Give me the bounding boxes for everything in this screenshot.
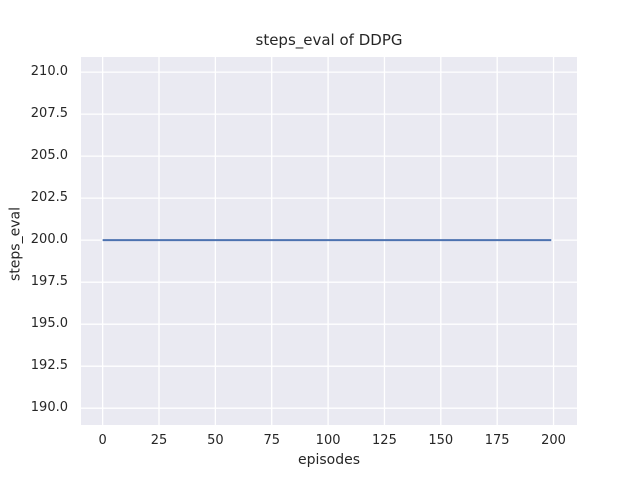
y-tick-label: 190.0 (30, 400, 68, 416)
x-tick-label: 100 (315, 433, 341, 448)
y-axis-ticks: 190.0 192.5 195.0 197.5 200.0 202.5 205.0 207.5… (0, 57, 68, 425)
x-tick-label: 25 (150, 433, 168, 448)
plot-canvas (81, 57, 577, 425)
x-tick-label: 200 (541, 433, 566, 448)
plot-area (81, 57, 577, 425)
x-tick-label: 150 (428, 433, 454, 448)
y-tick-label: 200.0 (30, 232, 68, 248)
chart-title: steps_eval of DDPG (255, 31, 403, 49)
y-tick-label: 195.0 (30, 316, 68, 332)
x-tick-label: 125 (372, 433, 397, 448)
y-tick-label: 197.5 (30, 274, 68, 290)
x-tick-label: 50 (207, 433, 224, 448)
y-tick-label: 192.5 (30, 358, 68, 374)
y-tick-label: 207.5 (30, 106, 68, 122)
y-tick-label: 210.0 (30, 64, 68, 80)
x-tick-label: 0 (98, 433, 107, 448)
y-tick-label: 205.0 (30, 148, 68, 164)
x-axis-label: episodes (297, 452, 361, 468)
y-tick-label: 202.5 (30, 190, 68, 206)
x-tick-label: 175 (484, 433, 510, 448)
x-axis-ticks: 0 25 50 75 100 125 150 175 200 (81, 433, 577, 449)
x-tick-label: 75 (263, 433, 280, 448)
